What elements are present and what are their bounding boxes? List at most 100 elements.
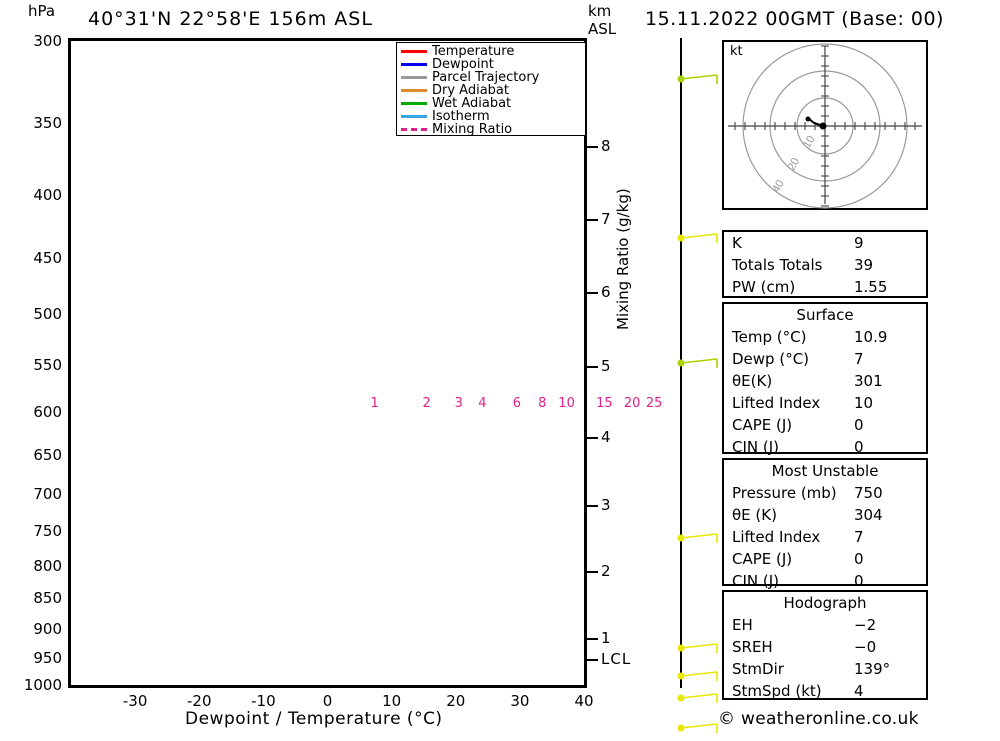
hodograph-stats-panel: Hodograph EH −2 SREH −0 StmDir 139° StmSpd (kt)… xyxy=(722,590,928,700)
data-row-value: 4 xyxy=(854,682,864,700)
data-row-value: 301 xyxy=(854,372,883,390)
data-row-value: 304 xyxy=(854,506,883,524)
wind-barb xyxy=(677,233,718,243)
data-row-key: K xyxy=(732,234,742,252)
data-row-value: 7 xyxy=(854,528,864,546)
legend-label: Temperature xyxy=(432,44,515,59)
data-row: θE (K) 304 xyxy=(724,504,926,526)
data-row: SREH −0 xyxy=(724,636,926,658)
data-row: StmDir 139° xyxy=(724,658,926,680)
pressure-tick-label: 900 xyxy=(33,619,62,638)
panel-title: Most Unstable xyxy=(771,462,879,480)
legend-swatch-parcel-trajectory xyxy=(401,76,427,79)
altitude-tick-mark xyxy=(586,366,598,368)
pressure-tick-label: 350 xyxy=(33,114,62,133)
data-row: CIN (J) 0 xyxy=(724,570,926,592)
data-row: Lifted Index 10 xyxy=(724,392,926,414)
legend-label: Dry Adiabat xyxy=(432,83,509,98)
altitude-tick-label: 6 xyxy=(601,283,611,301)
data-row-key: CIN (J) xyxy=(732,572,780,590)
pressure-tick-label: 600 xyxy=(33,402,62,421)
altitude-tick-label: 8 xyxy=(601,137,611,155)
legend-item: Temperature xyxy=(399,45,585,58)
altitude-tick-label: 2 xyxy=(601,562,611,580)
panel-title: Surface xyxy=(796,306,854,324)
data-row-key: PW (cm) xyxy=(732,278,796,296)
pressure-unit-label: hPa xyxy=(28,2,56,20)
altitude-tick-mark xyxy=(586,437,598,439)
altitude-tick-mark xyxy=(586,571,598,573)
legend-swatch-temperature xyxy=(401,50,427,53)
temperature-tick-label: -20 xyxy=(187,692,212,710)
data-row-value: 0 xyxy=(854,572,864,590)
temperature-tick-label: -10 xyxy=(251,692,276,710)
wind-barb xyxy=(677,74,718,84)
pressure-tick-label: 550 xyxy=(33,356,62,375)
pressure-tick-label: 300 xyxy=(33,32,62,50)
altitude-tick-label: 4 xyxy=(601,428,611,446)
mixing-ratio-value-label: 2 xyxy=(422,396,431,411)
legend-item: Dry Adiabat xyxy=(399,84,585,97)
legend-label: Wet Adiabat xyxy=(432,96,512,111)
pressure-tick-label: 450 xyxy=(33,248,62,267)
pressure-tick-label: 800 xyxy=(33,556,62,575)
data-row-key: Totals Totals xyxy=(732,256,823,274)
pressure-tick-label: 400 xyxy=(33,185,62,204)
pressure-tick-label: 950 xyxy=(33,648,62,667)
altitude-tick-mark xyxy=(586,292,598,294)
data-row: Dewp (°C) 7 xyxy=(724,348,926,370)
lcl-tick-mark xyxy=(586,659,598,661)
data-row: CIN (J) 0 xyxy=(724,436,926,458)
temperature-tick-label: 40 xyxy=(574,692,594,710)
altitude-tick-label: 1 xyxy=(601,629,611,647)
data-row-key: θE (K) xyxy=(732,506,777,524)
data-row-key: θE(K) xyxy=(732,372,773,390)
mixing-ratio-value-label: 1 xyxy=(370,396,379,411)
data-row: Totals Totals 39 xyxy=(724,254,926,276)
lcl-label: LCL xyxy=(601,650,632,668)
legend-label: Mixing Ratio xyxy=(432,122,513,137)
data-row-key: Temp (°C) xyxy=(732,328,807,346)
panel-title: Hodograph xyxy=(783,594,867,612)
data-row-value: 750 xyxy=(854,484,883,502)
data-row-key: Dewp (°C) xyxy=(732,350,810,368)
mixing-ratio-value-label: 10 xyxy=(558,396,575,411)
surface-panel: Surface Temp (°C) 10.9 Dewp (°C) 7 θE(K) 301 Li… xyxy=(722,302,928,456)
data-row-key: Pressure (mb) xyxy=(732,484,837,502)
data-row-value: 1.55 xyxy=(854,278,888,296)
hodograph-ring-label: 10 xyxy=(801,134,818,151)
legend-swatch-dewpoint xyxy=(401,63,427,66)
chart-legend: Temperature Dewpoint Parcel Trajectory Dry … xyxy=(396,42,586,136)
page-title: 40°31'N 22°58'E 156m ASL xyxy=(88,8,373,30)
altitude-tick-label: 5 xyxy=(601,357,611,375)
mixing-ratio-value-label: 6 xyxy=(512,396,522,411)
data-row: PW (cm) 1.55 xyxy=(724,276,926,298)
hodograph-ring-label: 20 xyxy=(786,156,803,173)
mixing-ratio-value-label: 3 xyxy=(454,396,463,411)
data-row-value: −2 xyxy=(854,616,877,634)
most-unstable-panel: Most Unstable Pressure (mb) 750 θE (K) 304 Li… xyxy=(722,458,928,590)
pressure-tick-label: 750 xyxy=(33,522,62,541)
wind-barb xyxy=(677,723,718,733)
forecast-date-title: 15.11.2022 00GMT (Base: 00) xyxy=(645,8,944,30)
mixing-ratio-value-label: 25 xyxy=(645,396,663,411)
pressure-tick-label: 700 xyxy=(33,485,62,504)
altitude-tick-label: 7 xyxy=(601,210,611,228)
data-row-value: 0 xyxy=(854,438,864,456)
legend-item: Parcel Trajectory xyxy=(399,71,585,84)
legend-item: Dewpoint xyxy=(399,58,585,71)
temperature-tick-label: 0 xyxy=(322,692,333,710)
data-row-key: StmSpd (kt) xyxy=(732,682,822,700)
legend-item: Mixing Ratio xyxy=(399,123,585,136)
legend-label: Parcel Trajectory xyxy=(432,70,540,85)
hodograph-plot: 10 20 40 xyxy=(728,43,922,209)
data-row-value: 39 xyxy=(854,256,874,274)
data-row-key: SREH xyxy=(732,638,773,656)
wind-barb xyxy=(677,643,718,653)
altitude-tick-mark xyxy=(586,146,598,148)
data-row-key: CIN (J) xyxy=(732,438,780,456)
data-row-value: 7 xyxy=(854,350,864,368)
mixing-ratio-value-label: 8 xyxy=(538,396,547,411)
data-row-value: 0 xyxy=(854,550,864,568)
data-row-value: 9 xyxy=(854,234,864,252)
